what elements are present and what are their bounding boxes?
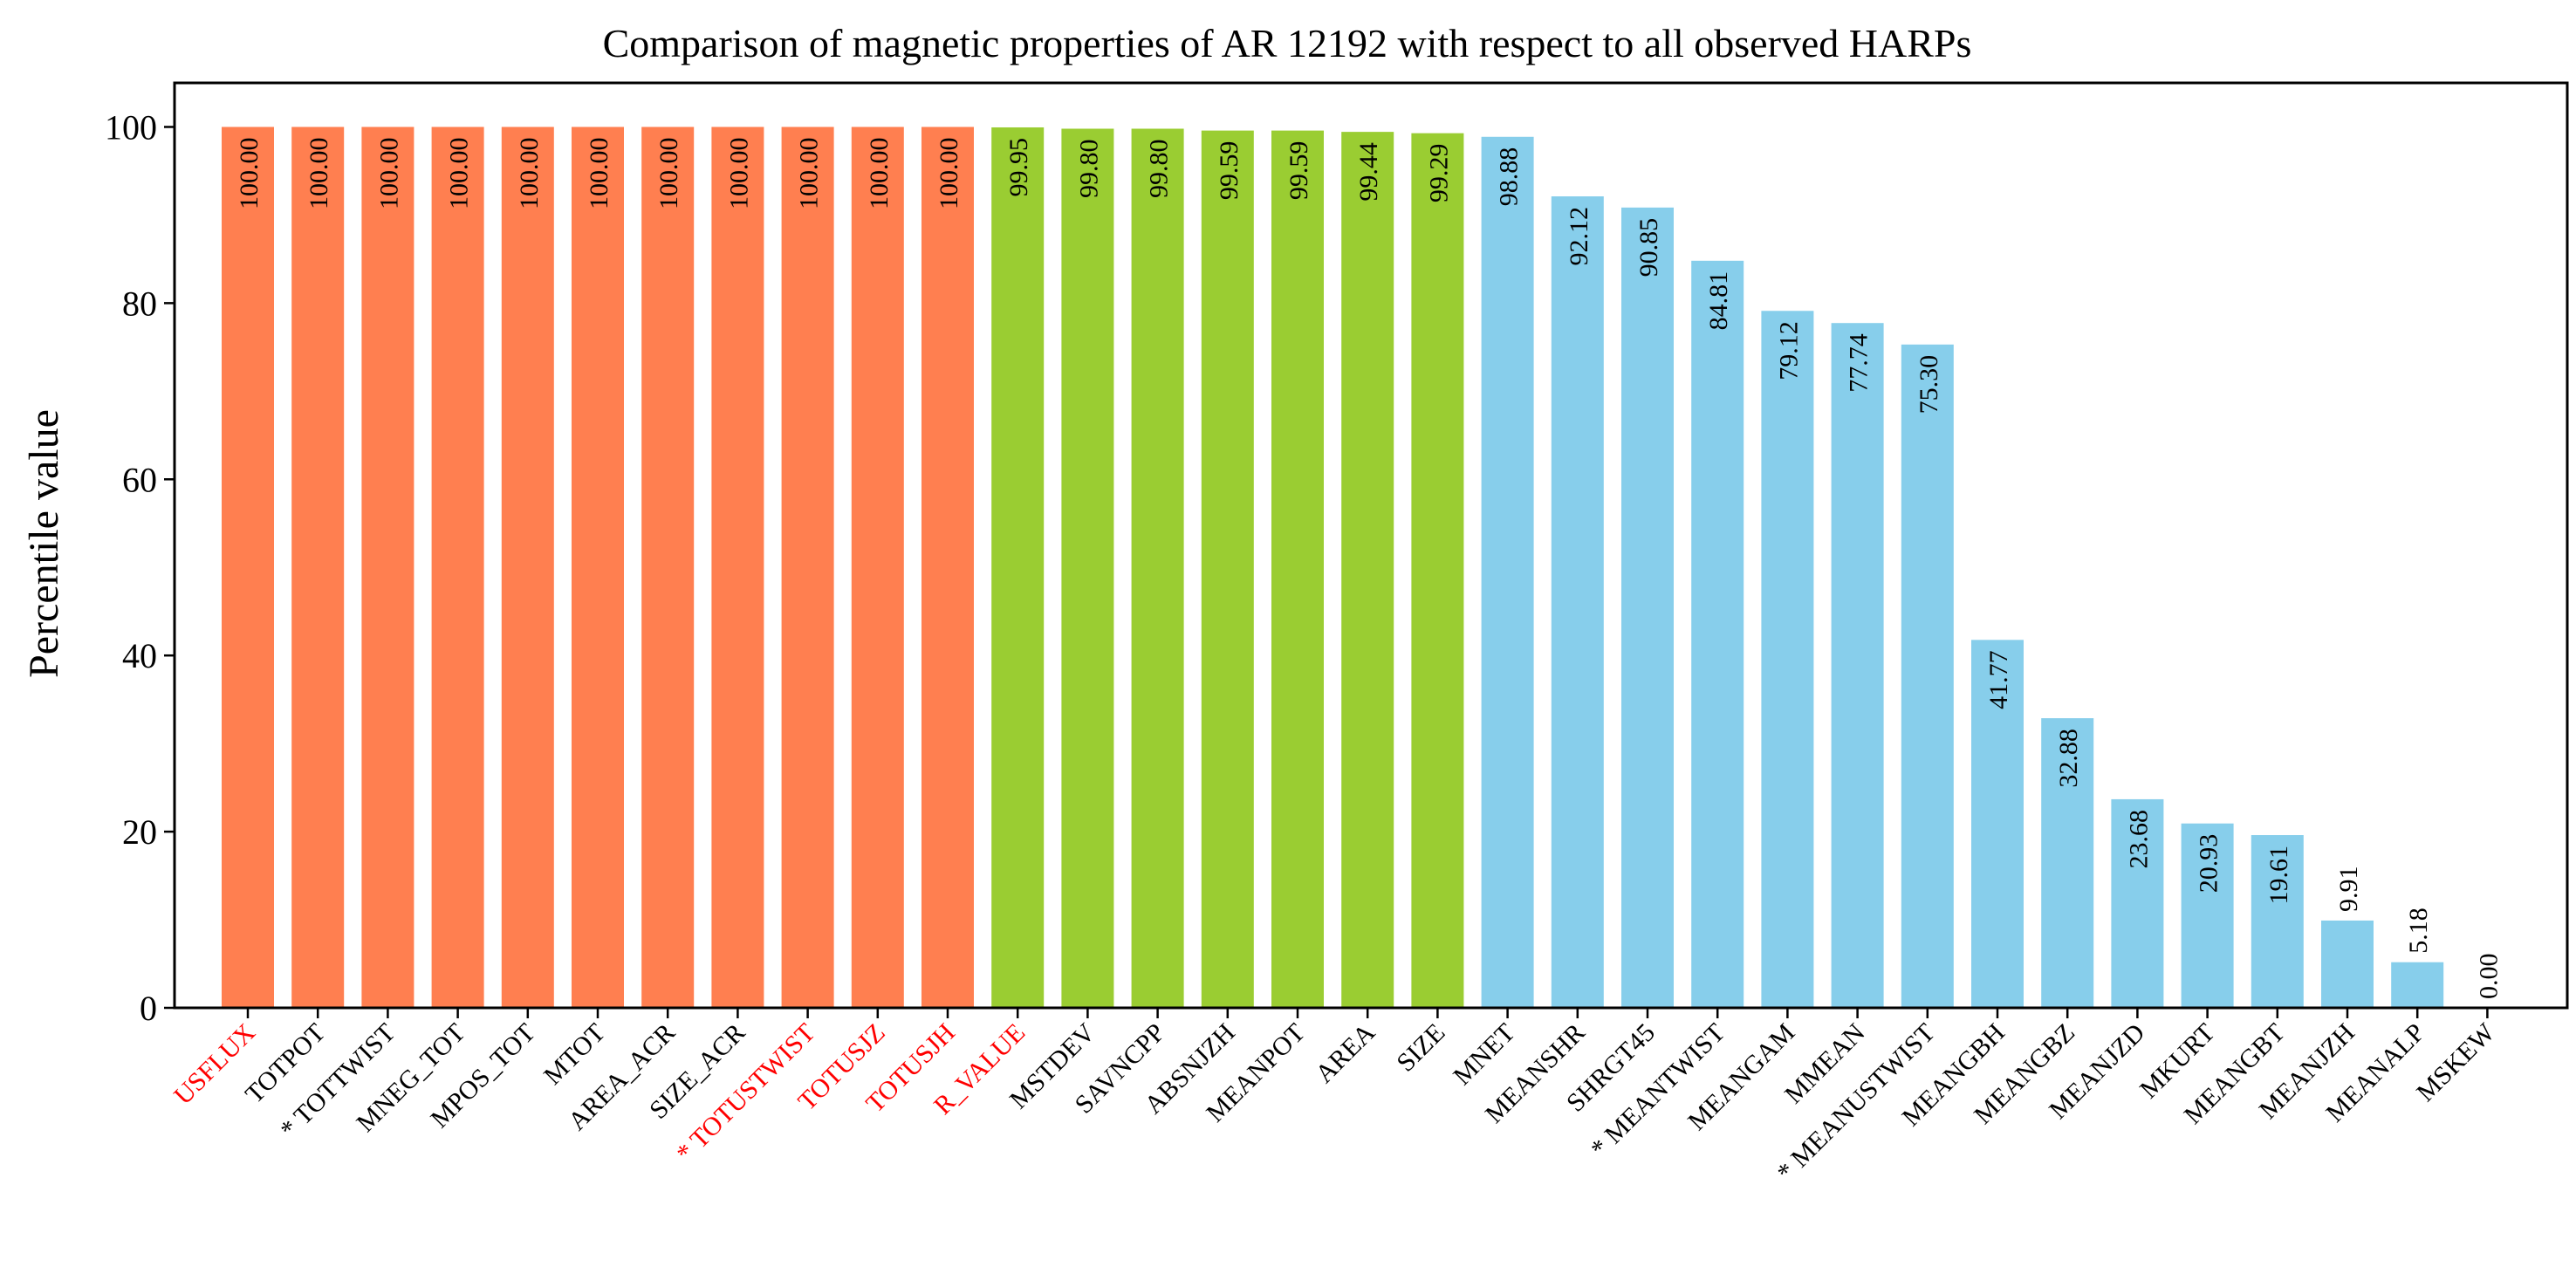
bar-value-label: 100.00 <box>654 137 683 209</box>
bar-value-label: 99.44 <box>1354 142 1383 202</box>
bar <box>1481 136 1534 1009</box>
bar-value-labels: 100.00 100.00 100.00 100.00 100.00 100.00 100.… <box>235 137 2503 999</box>
plot-frame <box>173 81 2569 1010</box>
bar-value-label: 5.18 <box>2404 907 2433 954</box>
bar <box>1691 260 1744 1008</box>
bar <box>1201 130 1254 1008</box>
bar-value-label: 100.00 <box>865 137 894 209</box>
bar-value-label: 41.77 <box>1984 650 2013 709</box>
bar <box>1131 128 1184 1008</box>
y-tick-label: 0 <box>140 989 157 1028</box>
bar <box>291 127 345 1008</box>
bar-value-label: 90.85 <box>1634 218 1663 277</box>
bar <box>431 127 484 1008</box>
bar <box>2111 798 2164 1008</box>
bar-value-label: 32.88 <box>2054 729 2083 788</box>
bar-value-label: 79.12 <box>1774 321 1803 380</box>
bar-value-label: 100.00 <box>515 137 544 209</box>
bar-value-label: 19.61 <box>2264 846 2293 905</box>
bar <box>1621 207 1674 1008</box>
bar <box>2041 718 2094 1008</box>
bar-value-label: 100.00 <box>235 137 264 209</box>
bar <box>222 127 274 1008</box>
bar-value-label: 75.30 <box>1915 355 1943 414</box>
bar-value-label: 99.59 <box>1285 141 1313 201</box>
bar-value-label: 100.00 <box>795 137 824 209</box>
bar <box>2321 920 2374 1008</box>
bar <box>572 127 624 1008</box>
y-tick-label: 80 <box>122 284 157 323</box>
bar-value-label: 100.00 <box>935 137 963 209</box>
bar <box>2391 962 2444 1008</box>
y-tick-label: 100 <box>105 107 157 147</box>
bar <box>711 127 764 1008</box>
bar-value-label: 99.29 <box>1424 144 1453 203</box>
bar <box>1761 311 1814 1008</box>
bar-value-label: 20.93 <box>2195 834 2223 894</box>
bar-value-label: 99.80 <box>1145 139 1174 198</box>
bar-value-label: 84.81 <box>1704 271 1733 331</box>
bar-value-label: 100.00 <box>445 137 474 209</box>
bar-value-label: 100.00 <box>305 137 333 209</box>
y-axis-label: Percentile value <box>21 409 67 678</box>
x-tick-label: SIZE <box>1391 1018 1450 1078</box>
x-tick-label: MSKEW <box>2411 1017 2501 1107</box>
bar-value-label: 99.59 <box>1215 141 1243 201</box>
bar-value-label: 98.88 <box>1495 147 1524 207</box>
y-tick-label: 20 <box>122 812 157 852</box>
bar <box>1411 133 1464 1009</box>
bar <box>851 127 904 1008</box>
bar-value-label: 92.12 <box>1565 207 1593 266</box>
x-tick-label: AREA <box>1310 1017 1380 1088</box>
bar <box>1271 130 1324 1008</box>
bar-value-label: 23.68 <box>2124 810 2153 869</box>
bar <box>361 127 414 1008</box>
bar <box>1901 344 1954 1008</box>
bar <box>991 127 1045 1008</box>
bar <box>921 127 974 1008</box>
bar-value-label: 100.00 <box>724 137 753 209</box>
y-axis-ticks: 0 20 40 60 80 100 <box>105 107 175 1028</box>
bar-value-label: 0.00 <box>2474 954 2503 1000</box>
bar <box>1061 128 1114 1008</box>
bar <box>641 127 695 1008</box>
bar-value-label: 77.74 <box>1845 333 1874 393</box>
bar-value-label: 99.95 <box>1004 138 1033 197</box>
y-tick-label: 60 <box>122 460 157 499</box>
bar-value-label: 9.91 <box>2334 866 2363 912</box>
bar <box>2251 835 2304 1008</box>
bars <box>222 127 2444 1009</box>
bar-value-label: 100.00 <box>374 137 403 209</box>
bar <box>2181 823 2234 1008</box>
y-tick-label: 40 <box>122 636 157 675</box>
bar <box>1831 323 1884 1009</box>
bar <box>1971 640 2024 1008</box>
bar-value-label: 100.00 <box>585 137 613 209</box>
bar <box>501 127 554 1008</box>
bar-value-label: 99.80 <box>1074 139 1103 198</box>
chart-title: Comparison of magnetic properties of AR … <box>603 21 1972 65</box>
bar <box>781 127 834 1008</box>
bar <box>1551 196 1604 1008</box>
bar <box>1341 132 1394 1008</box>
